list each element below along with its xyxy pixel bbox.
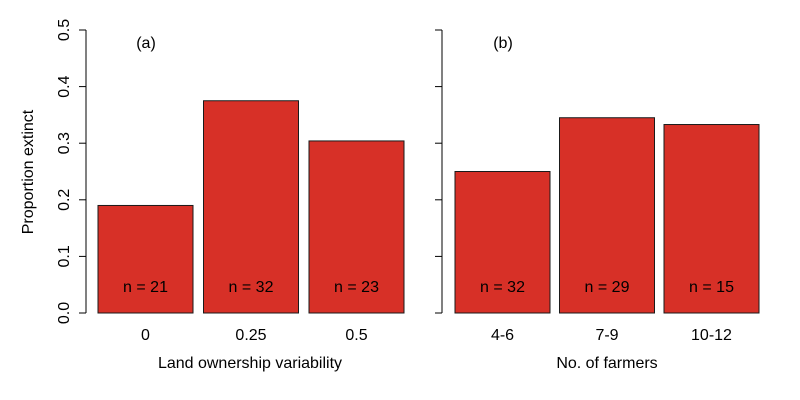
bar-count-label: n = 21 [123, 279, 168, 296]
bar-count-label: n = 23 [334, 279, 379, 296]
bar-0-25 [203, 100, 299, 314]
x-tick-label: 4-6 [491, 327, 514, 344]
y-tick-label: 0.5 [56, 19, 73, 41]
bar-0 [97, 204, 194, 314]
panel-label: (a) [136, 35, 156, 52]
x-axis-title: No. of farmers [556, 355, 657, 372]
x-tick-label: 0.5 [345, 327, 367, 344]
bar-7-9 [559, 117, 655, 314]
bar-count-label: n = 32 [480, 279, 525, 296]
x-tick-label: 0 [141, 327, 150, 344]
bar-count-label: n = 15 [689, 279, 734, 296]
bar-0-5 [308, 140, 405, 314]
x-tick-label: 7-9 [595, 327, 618, 344]
x-tick-label: 10-12 [691, 327, 732, 344]
x-axis-title: Land ownership variability [158, 355, 342, 372]
bar-4-6 [454, 171, 551, 314]
bar-10-12 [663, 124, 760, 314]
panel-label: (b) [493, 35, 513, 52]
bar-count-label: n = 32 [229, 279, 274, 296]
bar-count-label: n = 29 [585, 279, 630, 296]
y-tick-label: 0.4 [56, 75, 73, 97]
y-tick-label: 0.2 [56, 189, 73, 211]
y-tick-label: 0.3 [56, 132, 73, 154]
y-tick-label: 0.0 [56, 302, 73, 324]
y-tick-label: 0.1 [56, 245, 73, 267]
x-tick-label: 0.25 [235, 327, 266, 344]
y-axis-title: Proportion extinct [20, 109, 37, 234]
